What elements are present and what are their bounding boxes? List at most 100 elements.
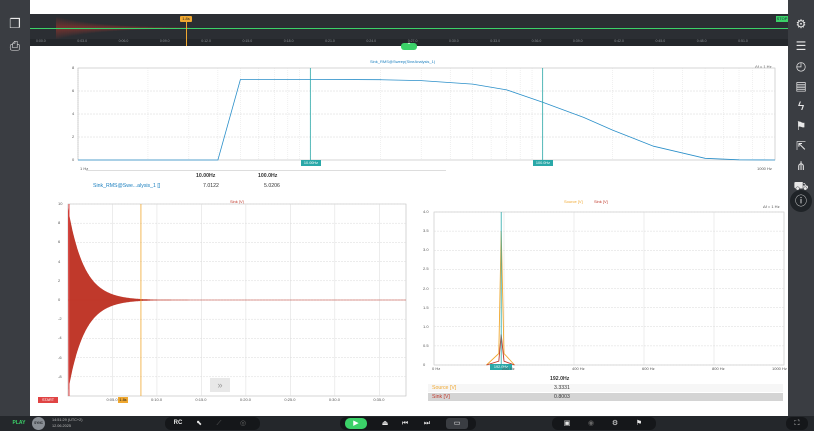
fft-y-tick: 6 (72, 88, 75, 93)
spectrum-x-tick: 800 Hz (712, 366, 725, 371)
fft-cursor-1-label[interactable]: 10.00Hz (301, 160, 321, 166)
spectrum-y-tick: 2.0 (423, 285, 429, 291)
spectrum-cursor-col: 192.0Hz (550, 376, 570, 382)
start-marker[interactable]: START (38, 397, 58, 403)
overview-tick-label: 0:15.0 (242, 39, 253, 43)
car-icon[interactable]: ⛟ (793, 179, 809, 193)
time-plot-area[interactable] (30, 198, 408, 408)
fullscreen-icon[interactable]: ⛶ (794, 420, 800, 427)
printer-icon[interactable]: ⎙ (9, 38, 21, 53)
sync-badge[interactable]: SYNC (32, 417, 45, 430)
spectrum-sink-title: Sink [V] (594, 199, 608, 204)
record-icon[interactable]: ◉ (587, 420, 595, 427)
play-status[interactable]: PLAY (12, 420, 26, 426)
fft-row-name: Sink_RMS@Swe...alysis_1 [] (93, 183, 161, 189)
fft-y-tick: 2 (72, 134, 75, 139)
lightning-icon[interactable]: ϟ (797, 99, 805, 113)
folder-icon[interactable]: ▭ (446, 418, 468, 429)
expand-button[interactable]: » (210, 378, 230, 392)
overview-cursor-line[interactable] (186, 22, 187, 46)
overview-baseline (30, 28, 788, 29)
time-cursor-label[interactable]: 1.8s (118, 397, 128, 403)
gauge-icon[interactable]: ◴ (795, 59, 807, 73)
fft-y-tick: 8 (72, 65, 75, 70)
info-icon[interactable]: ⓘ (790, 190, 812, 212)
bottom-bar: PLAY SYNC 14:51:29 (UTC+2) 12.06.2025 RC… (0, 416, 814, 431)
play-icon[interactable]: ▶ (345, 418, 367, 429)
hierarchy-icon[interactable]: ⋔ (795, 159, 807, 173)
fft-cursor-col2: 100.0Hz (258, 173, 278, 179)
export-icon[interactable]: ⇱ (795, 139, 807, 153)
time-x-tick: 0:05.0 (106, 397, 118, 402)
collapse-chevron-icon[interactable]: ⌃ (401, 43, 417, 50)
left-toolbar: ❐ ⎙ (0, 0, 30, 416)
settings-gear-icon[interactable]: ⚙ (795, 17, 807, 31)
time-x-tick: 0:25.0 (284, 397, 296, 402)
fft-y-tick: 0 (72, 157, 75, 162)
overview-tick-label: 0:21.0 (325, 39, 335, 43)
clock-date: 12.06.2025 (52, 424, 72, 428)
pointer-icon[interactable]: ⬉ (196, 420, 202, 427)
time-y-tick: -8 (58, 373, 62, 379)
ruler-icon[interactable]: ⟋ (216, 420, 222, 427)
spectrum-cursor-label[interactable]: 192.0Hz (490, 364, 512, 370)
list-icon[interactable]: ☰ (795, 39, 807, 53)
zoom-icon[interactable]: ◎ (239, 420, 247, 427)
window-group (786, 417, 808, 430)
time-y-tick: 6 (58, 239, 61, 245)
fft-x-max-label: 1000 Hz (757, 166, 772, 171)
time-x-tick: 0:20.0 (239, 397, 252, 402)
spectrum-row-1: Source [V] 3.3331 (428, 384, 783, 392)
spectrum-x-tick: 1000 Hz (772, 366, 787, 371)
skip-forward-icon[interactable]: ⏭ (423, 420, 431, 427)
spectrum-x-tick: 200 Hz (502, 366, 515, 371)
spectrum-y-tick: 0 (423, 362, 426, 367)
playback-group (340, 417, 476, 430)
fft-plot-area[interactable] (30, 58, 788, 198)
spectrum-delta-f: Δf = 1 Hz (763, 204, 780, 209)
event-flag-icon[interactable]: ⚑ (635, 420, 643, 427)
overview-tick-label: 0:51.0 (738, 39, 748, 43)
main-content (30, 0, 788, 416)
spectrum-y-tick: 1.0 (423, 323, 429, 329)
overview-tick-label: 0:24.0 (366, 39, 377, 43)
overview-tick-label: 0:09.0 (159, 39, 170, 43)
overview-strip[interactable]: 1.8s STOP ⌃ 0:00.0 0:03.0 0:06.0 0:09.0 0:12… (30, 14, 788, 50)
time-y-tick: 10 (58, 201, 63, 206)
data-actions-group (552, 417, 656, 430)
spectrum-chart: Source [V] Sink [V] Δf = 1 Hz 192.0Hz 19… (408, 198, 788, 408)
sink-waveform (68, 207, 202, 390)
spectrum-plot-area[interactable] (408, 198, 788, 408)
report-icon[interactable]: ▤ (795, 79, 807, 93)
time-chart: Sink [V] START 1.8s » 10 8 6 4 2 0 -2 -4 -6 -8 0:0… (30, 198, 408, 408)
eject-icon[interactable]: ⏏ (381, 420, 389, 427)
skip-back-icon[interactable]: ⏮ (401, 420, 409, 427)
flag-icon[interactable]: ⚑ (795, 119, 807, 133)
overview-ruler (30, 39, 788, 46)
save-icon[interactable]: ▣ (563, 420, 571, 427)
spectrum-y-tick: 2.5 (423, 266, 429, 272)
spectrum-y-tick: 4.0 (423, 209, 429, 214)
fft-cursor-2-label[interactable]: 100.0Hz (533, 160, 553, 166)
spectrum-y-tick: 1.5 (423, 304, 429, 310)
overview-tick-label: 0:48.0 (696, 39, 707, 43)
spectrum-row2-name: Sink [V] (432, 394, 450, 400)
fft-rms-chart: Sink_RMS@Sweep(SineAnalysis_1) Δf = 1 Hz… (30, 58, 788, 198)
overview-cursor-label[interactable]: 1.8s (180, 16, 192, 22)
spectrum-x-tick: 400 Hz (572, 366, 585, 371)
fft-chart-title: Sink_RMS@Sweep(SineAnalysis_1) (370, 59, 436, 64)
overview-tick-label: 0:00.0 (36, 39, 46, 43)
settings-icon[interactable]: ⚙ (611, 420, 619, 427)
right-toolbar: ⚙ ☰ ◴ ▤ ϟ ⚑ ⇱ ⋔ ⛟ ⓘ (788, 0, 814, 416)
time-x-tick: 0:10.0 (150, 397, 163, 402)
layers-icon[interactable]: ❐ (9, 16, 21, 31)
overview-tick-label: 0:30.0 (449, 39, 459, 43)
time-y-tick: 4 (58, 258, 61, 264)
spectrum-row1-name: Source [V] (432, 385, 457, 391)
overview-tick-label: 0:36.0 (531, 39, 542, 43)
rc-button[interactable]: RC (173, 420, 183, 426)
stop-marker[interactable]: STOP (776, 16, 788, 22)
fft-rms-series (78, 78, 776, 161)
overview-tick-label: 0:12.0 (201, 39, 211, 43)
fft-x-min-label: 1 Hz (80, 166, 89, 171)
